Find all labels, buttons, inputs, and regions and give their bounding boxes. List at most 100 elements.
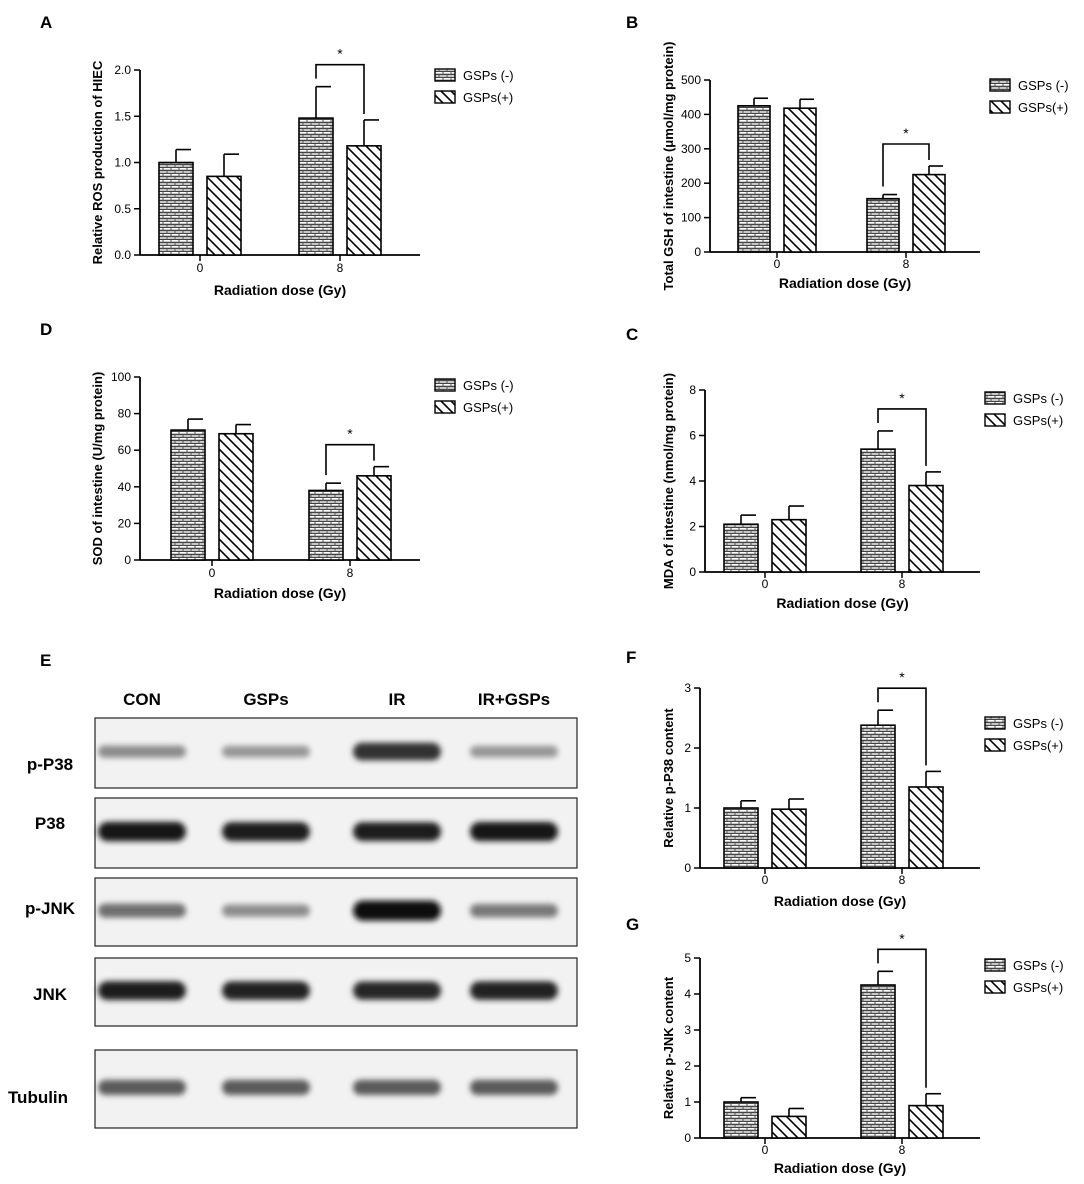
legend-label: GSPs(+) — [463, 90, 513, 105]
x-axis-title: Radiation dose (Gy) — [774, 1160, 906, 1176]
y-tick-label: 0.5 — [114, 202, 131, 216]
legend-label: GSPs(+) — [1013, 738, 1063, 753]
legend-label: GSPs(+) — [1018, 100, 1068, 115]
bar-gsps-minus-dose-8 — [308, 489, 344, 561]
legend-swatch-gsps-minus — [434, 68, 456, 82]
panel-letter: G — [626, 915, 639, 934]
bar-gsps-plus-dose-0 — [771, 1115, 807, 1139]
blot-row-label: p-JNK — [25, 899, 76, 918]
panel-letter: A — [40, 13, 52, 32]
bar-gsps-plus-dose-0 — [218, 432, 254, 561]
legend-swatch-gsps-plus — [984, 413, 1006, 427]
x-tick-label: 8 — [899, 1143, 906, 1157]
legend-label: GSPs (-) — [1018, 78, 1069, 93]
chart-panel-a: A 0.0 0.5 1.0 1.5 2.0 0 8 Radiation dose (Gy) Rel… — [40, 13, 514, 298]
legend: GSPs (-) GSPs(+) — [984, 391, 1064, 428]
legend-swatch-gsps-minus — [434, 378, 456, 392]
blot-band — [98, 981, 186, 1001]
legend-swatch-gsps-minus — [984, 391, 1006, 405]
y-tick-label: 400 — [681, 107, 701, 121]
y-tick-label: 80 — [118, 407, 132, 421]
panel-letter: E — [40, 651, 51, 670]
blot-band — [470, 1079, 558, 1096]
bar-gsps-plus-dose-8 — [912, 173, 946, 253]
legend-swatch-gsps-plus — [984, 738, 1006, 752]
y-tick-label: 2 — [684, 1059, 691, 1073]
x-tick-label: 8 — [903, 257, 910, 271]
bar-gsps-minus-dose-0 — [723, 1101, 759, 1139]
y-tick-label: 1.0 — [114, 156, 131, 170]
significance-marker: * — [337, 46, 343, 62]
blot-band — [222, 822, 310, 842]
x-axis-title: Radiation dose (Gy) — [774, 893, 906, 909]
y-tick-label: 100 — [681, 211, 701, 225]
x-tick-label: 0 — [762, 873, 769, 887]
blot-band — [98, 1079, 186, 1096]
blot-band — [222, 745, 310, 758]
y-axis-title: SOD of intestine (U/mg protein) — [90, 372, 105, 566]
panel-letter: F — [626, 648, 636, 667]
legend: GSPs (-) GSPs(+) — [984, 716, 1064, 753]
y-tick-label: 100 — [111, 370, 131, 384]
bar-gsps-plus-dose-0 — [206, 175, 242, 256]
chart-panel-g: G 0 1 2 3 4 5 0 8 Radiation dose (Gy) Relative p-J… — [626, 915, 1064, 1176]
x-axis-title: Radiation dose (Gy) — [214, 585, 346, 601]
blot-row-label: Tubulin — [8, 1088, 68, 1107]
bar-gsps-plus-dose-0 — [771, 518, 807, 573]
y-axis-title: Relative p-JNK content — [661, 976, 676, 1119]
bar-gsps-plus-dose-8 — [356, 475, 392, 561]
y-tick-label: 2.0 — [114, 63, 131, 77]
blot-row-p-jnk: p-JNK — [25, 877, 578, 947]
y-tick-label: 500 — [681, 73, 701, 87]
bar-gsps-minus-dose-8 — [298, 117, 334, 256]
legend-label: GSPs (-) — [463, 378, 514, 393]
blot-band — [470, 822, 558, 842]
chart-panel-c: C 0 2 4 6 8 0 8 Radiation dose (Gy) MDA of intest… — [626, 325, 1064, 611]
bar-gsps-minus-dose-8 — [866, 197, 900, 253]
x-tick-label: 0 — [762, 577, 769, 591]
bar-gsps-minus-dose-8 — [860, 724, 896, 869]
legend-swatch-gsps-plus — [989, 100, 1011, 114]
y-tick-label: 2 — [689, 520, 696, 534]
y-tick-label: 1 — [684, 801, 691, 815]
blot-band — [98, 903, 186, 918]
blot-band — [353, 742, 441, 761]
legend-label: GSPs(+) — [463, 400, 513, 415]
chart-panel-b: B 0 100 200 300 400 500 0 8 Radiation dose (Gy) To… — [626, 13, 1069, 291]
blot-row-label: P38 — [35, 814, 65, 833]
x-axis-title: Radiation dose (Gy) — [776, 595, 908, 611]
blot-row-jnk: JNK — [33, 957, 578, 1027]
significance-bracket — [877, 687, 927, 766]
y-tick-label: 4 — [684, 987, 691, 1001]
significance-bracket — [877, 948, 927, 1088]
bar-gsps-plus-dose-0 — [771, 808, 807, 869]
y-tick-label: 40 — [118, 480, 132, 494]
y-tick-label: 0 — [689, 565, 696, 579]
legend-label: GSPs (-) — [463, 68, 514, 83]
x-tick-label: 0 — [197, 261, 204, 275]
y-tick-label: 6 — [689, 429, 696, 443]
western-blot-panel: E CON GSPs IR IR+GSPs p-P38 P38 p-JNK JNK Tubulin — [8, 651, 578, 1129]
significance-bracket — [315, 63, 365, 114]
legend-swatch-gsps-plus — [434, 90, 456, 104]
chart-panel-f: F 0 1 2 3 0 8 Radiation dose (Gy) Relative p-P38… — [626, 648, 1064, 909]
significance-bracket — [325, 443, 375, 476]
lane-label: IR — [389, 690, 406, 709]
legend-swatch-gsps-plus — [434, 400, 456, 414]
significance-bracket — [882, 143, 930, 187]
y-tick-label: 1 — [684, 1095, 691, 1109]
bar-gsps-minus-dose-8 — [860, 448, 896, 573]
bar-gsps-minus-dose-0 — [158, 161, 194, 256]
blot-band — [353, 1079, 441, 1096]
blot-band — [353, 900, 441, 921]
x-tick-label: 8 — [347, 566, 354, 580]
x-tick-label: 0 — [209, 566, 216, 580]
legend: GSPs (-) GSPs(+) — [989, 78, 1069, 115]
y-tick-label: 5 — [684, 951, 691, 965]
blot-band — [470, 745, 558, 758]
x-tick-label: 8 — [899, 577, 906, 591]
bar-gsps-minus-dose-0 — [170, 429, 206, 561]
y-axis-title: Relative ROS production of HIEC — [90, 60, 105, 264]
panel-letter: B — [626, 13, 638, 32]
